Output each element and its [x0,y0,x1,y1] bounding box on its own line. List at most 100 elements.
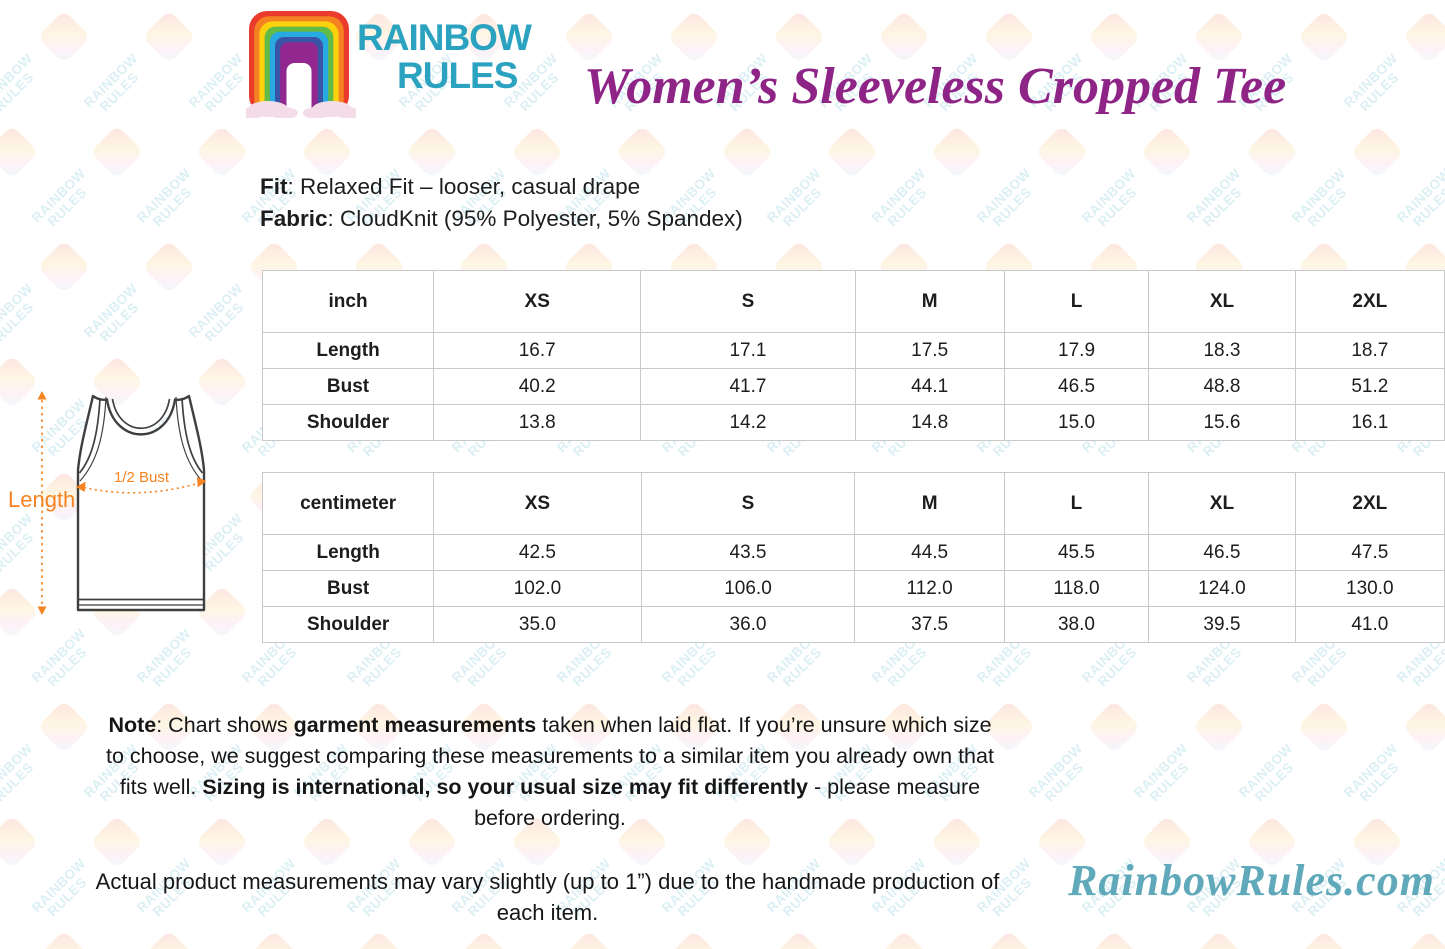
measurement-value: 102.0 [433,570,642,607]
watermark-rainbow-icon [1087,930,1141,949]
measurement-value: 40.2 [433,368,642,405]
measurement-value: 18.3 [1148,332,1296,369]
watermark-rainbow-icon [1297,930,1351,949]
watermark-text: RAINBOW RULES [1130,740,1192,810]
watermark-text: RAINBOW RULES [28,625,90,695]
watermark-text: RAINBOW RULES [0,740,37,804]
bust-arrowhead-left [76,481,86,492]
cloud-right [303,101,356,118]
bust-arrow-line [83,482,200,494]
watermark-text: RAINBOW RULES [1025,740,1087,810]
logo-wordmark-line2: RULES [397,55,518,96]
watermark-rainbow-icon [142,240,196,294]
watermark-rainbow-icon [247,930,301,949]
watermark-rainbow-icon [1350,125,1404,179]
site-watermark: RainbowRules.com [1068,856,1435,905]
page-title: Women’s Sleeveless Cropped Tee [583,57,1287,115]
watermark-rainbow-icon [0,815,39,869]
note-segment: - please measure before ordering. [474,774,981,830]
length-arrowhead-top [37,391,47,400]
watermark-rainbow-icon [37,930,91,949]
measurement-value: 15.0 [1003,404,1150,441]
bust-arrowhead-right [197,477,207,488]
watermark-rainbow-icon [667,930,721,949]
measurement-value: 14.8 [854,404,1005,441]
measurement-value: 45.5 [1003,534,1150,571]
rainbow-logo-icon [246,11,356,118]
measurement-value: 15.6 [1148,404,1296,441]
watermark-rainbow-icon [37,240,91,294]
size-column-header: XS [433,472,642,535]
table-row: Bust 40.2 41.7 44.1 46.5 48.8 51.2 [261,368,1445,405]
watermark-rainbow-icon [1297,700,1351,754]
size-column-header: 2XL [1294,472,1445,535]
armhole-right [181,397,204,474]
watermark-text: RAINBOW RULES [80,50,142,120]
measurement-value: 35.0 [433,606,642,643]
measurement-value: 51.2 [1294,368,1445,405]
watermark-rainbow-icon [0,125,39,179]
measurement-value: 42.5 [433,534,642,571]
measurement-value: 14.2 [640,404,856,441]
measurement-value: 44.5 [854,534,1005,571]
measure-row-label: Bust [261,570,435,607]
watermark-rainbow-icon [877,10,931,64]
note-paragraph: Note: Chart shows garment measurements t… [100,710,1000,834]
note-segment: garment measurements [293,712,537,737]
watermark-rainbow-icon [37,700,91,754]
fabric-label: Fabric [260,205,328,231]
size-column-header: 2XL [1294,270,1445,333]
note-segment: : Chart shows [156,712,294,737]
watermark-text: RAINBOW RULES [1340,740,1402,810]
measure-row-label: Shoulder [261,606,435,643]
watermark-text: RAINBOW RULES [973,165,1035,235]
watermark-rainbow-icon [1087,10,1141,64]
size-column-header: M [854,270,1005,333]
fit-label: Fit [260,174,288,199]
note-segment: taken when laid flat. If you’re unsure w… [106,712,994,799]
watermark-text: RAINBOW RULES [133,165,195,235]
measurement-value: 17.5 [854,332,1005,369]
watermark-rainbow-icon [1402,930,1445,949]
table-row: Length 16.7 17.1 17.5 17.9 18.3 18.7 [261,332,1445,369]
logo-wordmark-line1: RAINBOW [357,17,532,58]
watermark-rainbow-icon [825,125,879,179]
product-info: Fit: Relaxed Fit – looser, casual drape … [260,171,743,234]
watermark-text: RAINBOW RULES [28,855,90,925]
unit-header-cell: centimeter [261,472,435,535]
watermark-text: RAINBOW RULES [185,50,247,120]
measurement-value: 17.9 [1003,332,1150,369]
watermark-rainbow-icon [1087,700,1141,754]
watermark-rainbow-icon [142,10,196,64]
bust-measure-label: 1/2 Bust [114,469,170,486]
size-column-header: S [640,270,856,333]
measurement-value: 39.5 [1148,606,1296,643]
watermark-rainbow-icon [667,10,721,64]
measurement-value: 46.5 [1148,534,1296,571]
measurement-value: 118.0 [1003,570,1150,607]
measurement-value: 37.5 [854,606,1005,643]
watermark-rainbow-icon [1192,700,1246,754]
size-column-header: XL [1148,472,1296,535]
fit-value: : Relaxed Fit – looser, casual drape [287,174,641,199]
note-segment: Note [108,712,157,737]
watermark-rainbow-icon [1035,125,1089,179]
watermark-rainbow-icon [352,930,406,949]
size-column-header: XL [1148,270,1296,333]
size-table: centimeter XS S M L XL 2XL Length 42.5 43.5 44.5 45… [261,472,1445,643]
size-column-header: L [1003,270,1150,333]
measurement-value: 124.0 [1148,570,1296,607]
watermark-rainbow-icon [877,930,931,949]
length-measure-label: Length [8,487,76,512]
watermark-rainbow-icon [457,930,511,949]
measurement-value: 48.8 [1148,368,1296,405]
watermark-rainbow-icon [1192,930,1246,949]
measurement-value: 44.1 [854,368,1005,405]
watermark-rainbow-icon [1245,125,1299,179]
neckline-ribbing [111,398,171,430]
watermark-text: RAINBOW RULES [80,280,142,350]
armhole-left [78,397,101,474]
watermark-rainbow-icon [1192,10,1246,64]
size-table-centimeter: centimeter XS S M L XL 2XL Length 42.5 43.5 44.5 45… [261,472,1445,643]
